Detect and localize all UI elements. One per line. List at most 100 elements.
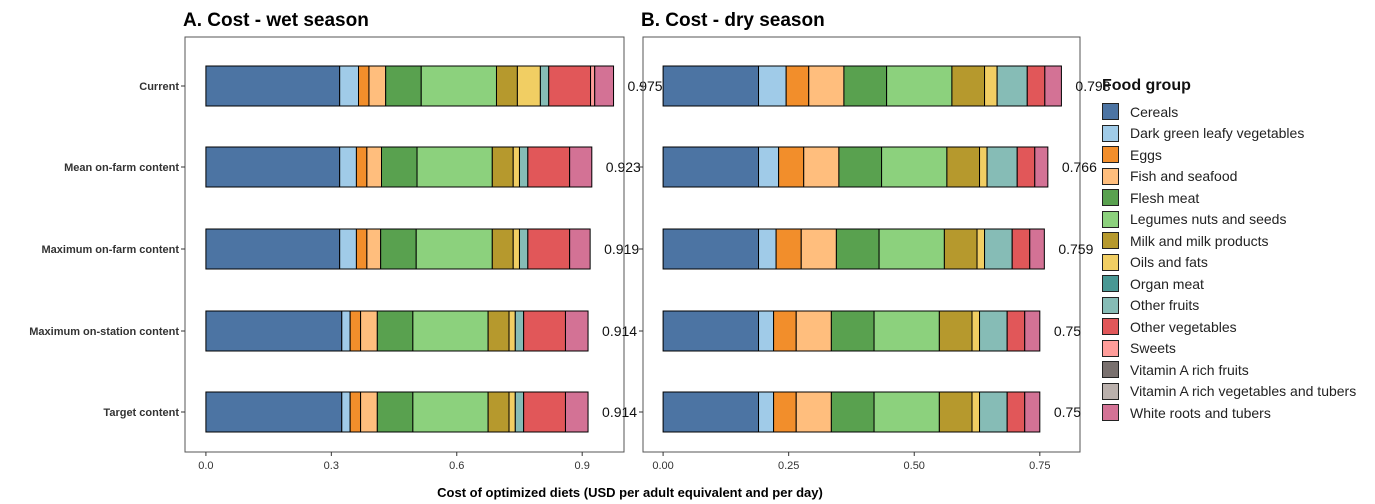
legend-item: Oils and fats — [1102, 252, 1374, 274]
bar-segment-other-fruits — [979, 310, 1008, 352]
bar-segment-other-fruits — [514, 310, 525, 352]
legend-swatch — [1102, 232, 1119, 250]
legend-item: Milk and milk products — [1102, 230, 1374, 252]
legend-swatch — [1102, 339, 1119, 357]
bar-segment-eggs — [785, 65, 810, 107]
bar-segment-legumes-nuts-and-seeds — [420, 65, 497, 107]
bar-segment-dark-green-leafy-vegetables — [341, 310, 351, 352]
bar-segment-other-vegetables — [548, 65, 592, 107]
bar-segment-other-vegetables — [1011, 228, 1031, 270]
bar-segment-eggs — [775, 228, 802, 270]
legend: Food group Cereals Dark green leafy veget… — [1102, 77, 1374, 424]
legend-label: Eggs — [1130, 146, 1162, 163]
bar-segment-oils-and-fats — [971, 391, 981, 433]
legend-label: White roots and tubers — [1130, 404, 1271, 421]
bar-segment-cereals — [662, 310, 760, 352]
x-tick-label-wet: 0.9 — [575, 460, 590, 472]
bar-segment-oils-and-fats — [516, 65, 541, 107]
legend-item: Legumes nuts and seeds — [1102, 209, 1374, 231]
legend-swatch — [1102, 361, 1119, 379]
bar-segment-eggs — [778, 146, 805, 188]
bar-segment-eggs — [773, 391, 797, 433]
legend-label: Other vegetables — [1130, 318, 1237, 335]
x-tick-label-dry: 0.00 — [652, 460, 673, 472]
x-tick-label-wet: 0.6 — [449, 460, 464, 472]
legend-swatch — [1102, 253, 1119, 271]
bar-segment-flesh-meat — [830, 391, 875, 433]
x-tick-label-dry: 0.50 — [904, 460, 925, 472]
total-value-label: 0.75 — [1054, 323, 1081, 339]
bar-segment-oils-and-fats — [971, 310, 981, 352]
x-tick-label-dry: 0.75 — [1029, 460, 1050, 472]
bar-segment-milk-and-milk-products — [495, 65, 518, 107]
legend-title: Food group — [1102, 77, 1191, 94]
bar-segment-flesh-meat — [830, 310, 875, 352]
bar-segment-oils-and-fats — [976, 228, 986, 270]
bar-segment-legumes-nuts-and-seeds — [415, 228, 493, 270]
bar-segment-dark-green-leafy-vegetables — [339, 228, 357, 270]
legend-label: Dark green leafy vegetables — [1130, 125, 1305, 142]
legend-swatch — [1102, 296, 1119, 314]
legend-swatch — [1102, 189, 1119, 207]
bar-segment-legumes-nuts-and-seeds — [412, 391, 489, 433]
bar-segment-other-vegetables — [523, 391, 566, 433]
legend-item: Eggs — [1102, 144, 1374, 166]
x-axis-label: Cost of optimized diets (USD per adult e… — [437, 485, 823, 500]
legend-swatch — [1102, 318, 1119, 336]
bar-segment-dark-green-leafy-vegetables — [758, 310, 775, 352]
bar-segment-legumes-nuts-and-seeds — [873, 310, 940, 352]
total-value-label: 0.914 — [602, 323, 637, 339]
legend-item: Other fruits — [1102, 295, 1374, 317]
legend-swatch — [1102, 103, 1119, 121]
legend-item: White roots and tubers — [1102, 402, 1374, 424]
legend-label: Other fruits — [1130, 297, 1200, 314]
total-value-label: 0.975 — [628, 78, 663, 94]
bar-segment-other-vegetables — [527, 228, 571, 270]
bar-segment-sweets — [590, 65, 596, 107]
total-value-label: 0.759 — [1058, 241, 1093, 257]
bar-segment-cereals — [205, 65, 341, 107]
bar-segment-other-vegetables — [1016, 146, 1036, 188]
bar-segment-fish-and-seafood — [368, 65, 387, 107]
legend-label: Oils and fats — [1130, 254, 1208, 271]
legend-swatch — [1102, 146, 1119, 164]
category-label: Current — [139, 81, 179, 93]
bar-segment-other-fruits — [984, 228, 1013, 270]
bar-segment-fish-and-seafood — [366, 146, 383, 188]
bar-segment-white-roots-and-tubers — [564, 310, 589, 352]
plot-frame-wet — [184, 36, 625, 453]
bar-segment-cereals — [205, 228, 341, 270]
category-label: Target content — [103, 407, 179, 419]
bar-segment-fish-and-seafood — [808, 65, 845, 107]
bar-segment-white-roots-and-tubers — [569, 228, 591, 270]
category-label: Mean on-farm content — [64, 162, 179, 174]
legend-label: Legumes nuts and seeds — [1130, 211, 1287, 228]
legend-swatch — [1102, 382, 1119, 400]
bar-segment-dark-green-leafy-vegetables — [758, 391, 775, 433]
bar-segment-eggs — [349, 391, 362, 433]
bar-segment-cereals — [205, 146, 341, 188]
bar-segment-fish-and-seafood — [795, 391, 832, 433]
bar-segment-flesh-meat — [835, 228, 880, 270]
panel-dry: B. Cost - dry season 0.00 0.25 0.50 0.75 0.79… — [639, 10, 1111, 472]
bar-segment-other-fruits — [979, 391, 1008, 433]
legend-swatch — [1102, 404, 1119, 422]
bar-segment-milk-and-milk-products — [938, 391, 973, 433]
panel-title-dry: B. Cost - dry season — [641, 10, 825, 31]
legend-swatch — [1102, 167, 1119, 185]
bar-segment-other-fruits — [518, 228, 529, 270]
bar-segment-oils-and-fats — [508, 310, 516, 352]
bar-segment-other-fruits — [996, 65, 1028, 107]
bar-segment-other-fruits — [986, 146, 1018, 188]
bar-segment-oils-and-fats — [512, 146, 520, 188]
total-value-label: 0.766 — [1062, 159, 1097, 175]
bar-segment-oils-and-fats — [984, 65, 998, 107]
bar-segment-other-fruits — [514, 391, 525, 433]
legend-items: Cereals Dark green leafy vegetables Eggs Fi… — [1102, 101, 1374, 424]
legend-item: Vitamin A rich vegetables and tubers — [1102, 381, 1374, 403]
plot-frame-dry — [642, 36, 1081, 453]
bar-segment-other-vegetables — [1006, 391, 1026, 433]
category-label: Maximum on-farm content — [41, 244, 179, 256]
bar-segment-cereals — [662, 65, 760, 107]
bar-segment-cereals — [662, 228, 760, 270]
